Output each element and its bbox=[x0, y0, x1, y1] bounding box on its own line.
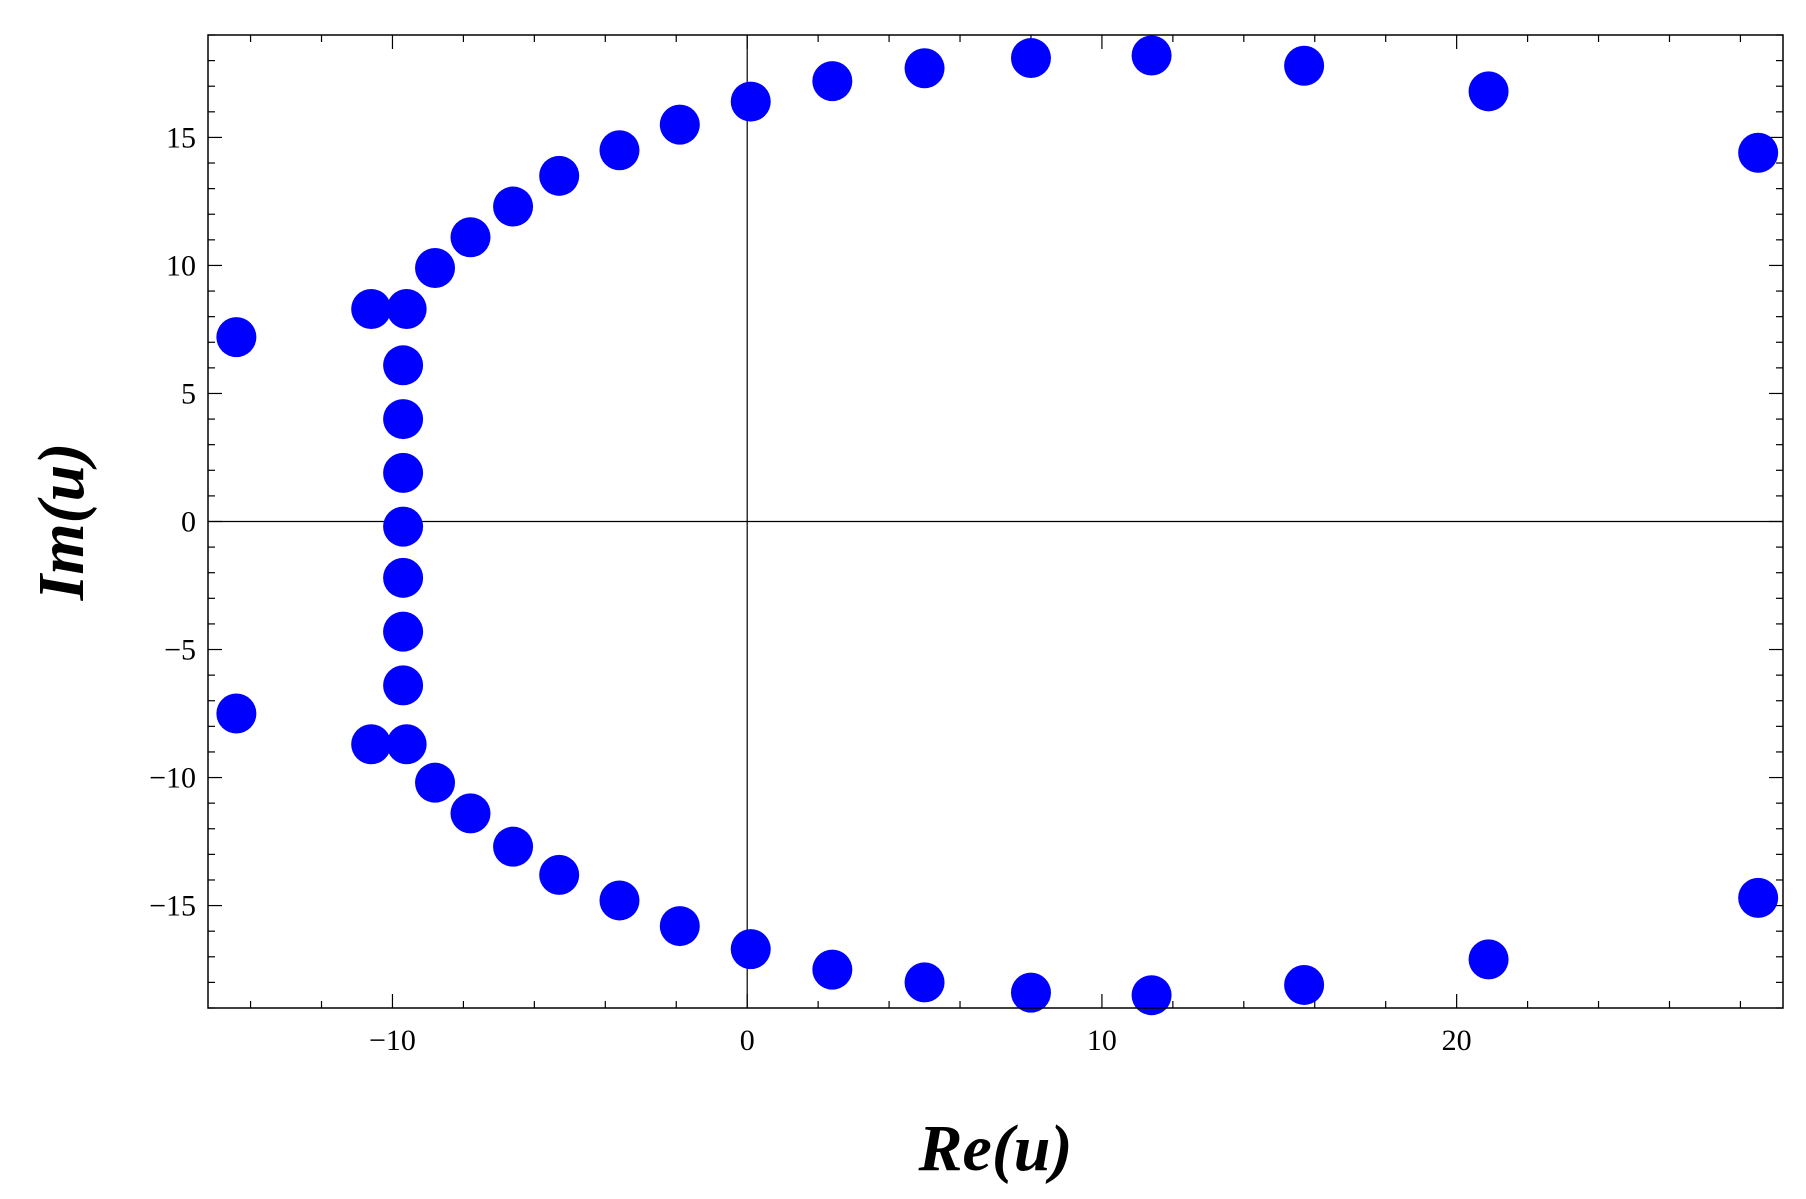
data-point-0-39 bbox=[1738, 132, 1779, 173]
data-point-0-17 bbox=[493, 186, 534, 227]
data-point-0-12 bbox=[383, 665, 424, 706]
y-tick-label--10: −10 bbox=[149, 762, 196, 795]
data-point-0-34 bbox=[1131, 975, 1172, 1016]
y-tick-label-5: 5 bbox=[181, 377, 196, 410]
data-point-0-19 bbox=[539, 155, 580, 196]
x-tick-label-20: 20 bbox=[1442, 1024, 1472, 1057]
data-point-0-36 bbox=[1284, 964, 1325, 1005]
data-point-0-37 bbox=[1468, 71, 1509, 112]
x-axis-title: Re(u) bbox=[918, 1112, 1073, 1185]
data-point-0-0 bbox=[216, 317, 257, 358]
data-point-0-5 bbox=[386, 724, 427, 765]
data-point-0-28 bbox=[812, 949, 853, 990]
data-point-0-1 bbox=[216, 693, 257, 734]
y-tick-label--15: −15 bbox=[149, 890, 196, 923]
data-point-0-18 bbox=[493, 826, 534, 867]
data-point-0-29 bbox=[904, 48, 945, 89]
data-point-0-26 bbox=[730, 929, 771, 970]
y-tick-label-15: 15 bbox=[166, 121, 196, 154]
data-point-0-10 bbox=[383, 557, 424, 598]
y-axis-title: Im(u) bbox=[25, 443, 98, 602]
data-point-0-31 bbox=[1010, 38, 1051, 79]
data-point-0-2 bbox=[351, 288, 392, 329]
data-point-0-23 bbox=[659, 104, 700, 145]
data-point-0-30 bbox=[904, 962, 945, 1003]
zero-axes bbox=[208, 35, 1783, 1008]
data-points bbox=[216, 35, 1779, 1016]
data-point-0-14 bbox=[415, 762, 456, 803]
y-tick-label-0: 0 bbox=[181, 506, 196, 539]
tick-labels: −10 0 10 20 −15 −10 −5 0 5 10 15 bbox=[149, 121, 1472, 1057]
y-tick-label-10: 10 bbox=[166, 249, 196, 282]
data-point-0-24 bbox=[659, 906, 700, 947]
data-point-0-15 bbox=[450, 217, 491, 258]
data-point-0-3 bbox=[351, 724, 392, 765]
data-point-0-20 bbox=[539, 854, 580, 895]
data-point-0-8 bbox=[383, 452, 424, 493]
data-point-0-22 bbox=[599, 880, 640, 921]
data-point-0-6 bbox=[383, 345, 424, 386]
data-point-0-7 bbox=[383, 399, 424, 440]
data-point-0-13 bbox=[415, 248, 456, 289]
data-point-0-25 bbox=[730, 81, 771, 122]
x-tick-label-10: 10 bbox=[1087, 1024, 1117, 1057]
data-point-0-38 bbox=[1468, 939, 1509, 980]
data-point-0-32 bbox=[1010, 972, 1051, 1013]
data-point-0-21 bbox=[599, 130, 640, 171]
data-point-0-11 bbox=[383, 611, 424, 652]
data-point-0-9 bbox=[383, 506, 424, 547]
data-point-0-27 bbox=[812, 61, 853, 102]
x-tick-label-0: 0 bbox=[740, 1024, 755, 1057]
data-point-0-4 bbox=[386, 288, 427, 329]
data-point-0-40 bbox=[1738, 877, 1779, 918]
y-tick-label--5: −5 bbox=[164, 634, 196, 667]
data-point-0-33 bbox=[1131, 35, 1172, 76]
data-point-0-35 bbox=[1284, 45, 1325, 86]
plot-frame bbox=[207, 34, 1784, 1009]
data-point-0-16 bbox=[450, 793, 491, 834]
x-tick-label--10: −10 bbox=[369, 1024, 416, 1057]
